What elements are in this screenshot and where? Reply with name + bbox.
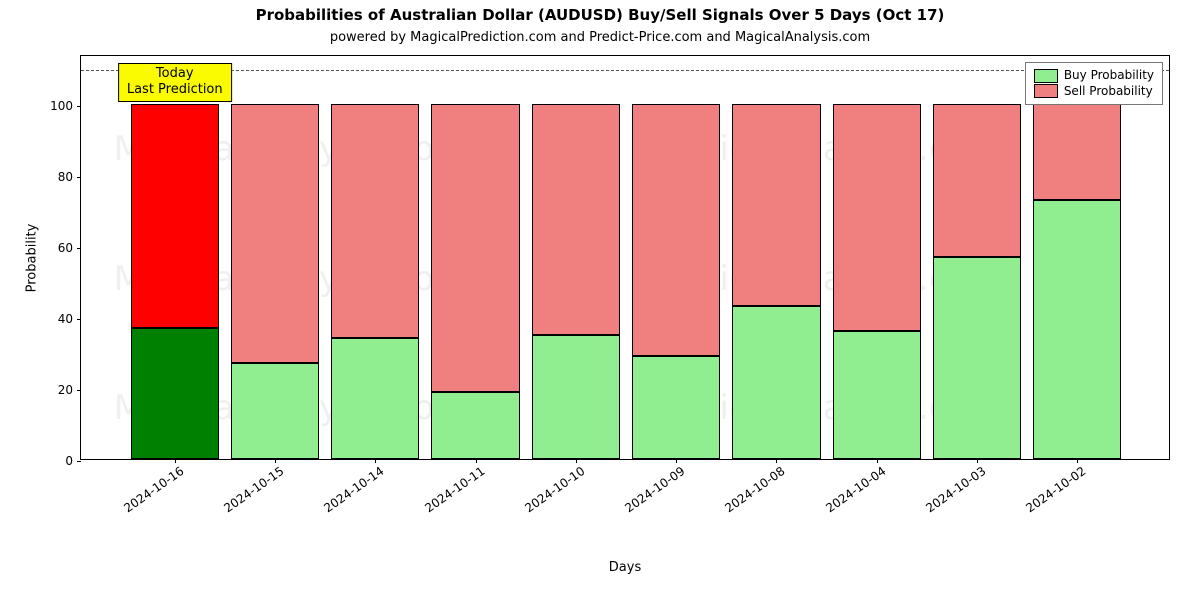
bar-group	[833, 54, 921, 459]
legend-item: Buy Probability	[1034, 68, 1154, 84]
x-tick-label: 2024-10-15	[218, 459, 287, 515]
bar-group	[632, 54, 720, 459]
buy-bar	[732, 306, 820, 459]
buy-bar	[833, 331, 921, 459]
legend-label: Buy Probability	[1064, 68, 1154, 84]
legend-swatch	[1034, 69, 1058, 83]
sell-bar	[1033, 104, 1121, 200]
annotation-line: Last Prediction	[127, 82, 223, 98]
x-tick-label: 2024-10-11	[418, 459, 487, 515]
buy-bar	[231, 363, 319, 459]
bar-group	[933, 54, 1021, 459]
legend-label: Sell Probability	[1064, 84, 1153, 100]
today-annotation: TodayLast Prediction	[118, 63, 232, 102]
y-tick-label: 0	[65, 454, 81, 468]
x-tick-label: 2024-10-10	[519, 459, 588, 515]
bar-group	[231, 54, 319, 459]
x-tick-label: 2024-10-09	[619, 459, 688, 515]
figure: Probabilities of Australian Dollar (AUDU…	[0, 0, 1200, 600]
plot-area: MagicalAnalysis.comMagicalAnalysis.comMa…	[80, 55, 1170, 460]
y-axis-label: Probability	[25, 223, 40, 292]
sell-bar	[131, 104, 219, 328]
buy-bar	[331, 338, 419, 459]
legend-item: Sell Probability	[1034, 84, 1154, 100]
buy-bar	[131, 328, 219, 459]
annotation-line: Today	[127, 66, 223, 82]
x-tick-label: 2024-10-04	[820, 459, 889, 515]
buy-bar	[632, 356, 720, 459]
buy-bar	[431, 392, 519, 460]
sell-bar	[331, 104, 419, 338]
sell-bar	[532, 104, 620, 335]
chart-subtitle: powered by MagicalPrediction.com and Pre…	[0, 30, 1200, 45]
sell-bar	[833, 104, 921, 331]
legend-swatch	[1034, 84, 1058, 98]
buy-bar	[1033, 200, 1121, 459]
x-tick-label: 2024-10-02	[1020, 459, 1089, 515]
x-axis-label: Days	[609, 560, 641, 575]
y-tick-label: 100	[50, 99, 81, 113]
sell-bar	[632, 104, 720, 356]
y-tick-label: 20	[58, 383, 81, 397]
x-tick-label: 2024-10-14	[318, 459, 387, 515]
y-tick-label: 60	[58, 241, 81, 255]
y-tick-label: 40	[58, 312, 81, 326]
legend: Buy ProbabilitySell Probability	[1025, 62, 1163, 105]
sell-bar	[732, 104, 820, 307]
buy-bar	[532, 335, 620, 459]
bar-group	[331, 54, 419, 459]
bar-group	[131, 54, 219, 459]
bar-group	[532, 54, 620, 459]
sell-bar	[933, 104, 1021, 257]
y-tick-label: 80	[58, 170, 81, 184]
bar-group	[431, 54, 519, 459]
sell-bar	[431, 104, 519, 392]
x-tick-label: 2024-10-16	[118, 459, 187, 515]
sell-bar	[231, 104, 319, 363]
x-tick-label: 2024-10-03	[920, 459, 989, 515]
x-tick-label: 2024-10-08	[719, 459, 788, 515]
bar-group	[732, 54, 820, 459]
buy-bar	[933, 257, 1021, 460]
chart-title: Probabilities of Australian Dollar (AUDU…	[0, 6, 1200, 24]
bar-group	[1033, 54, 1121, 459]
